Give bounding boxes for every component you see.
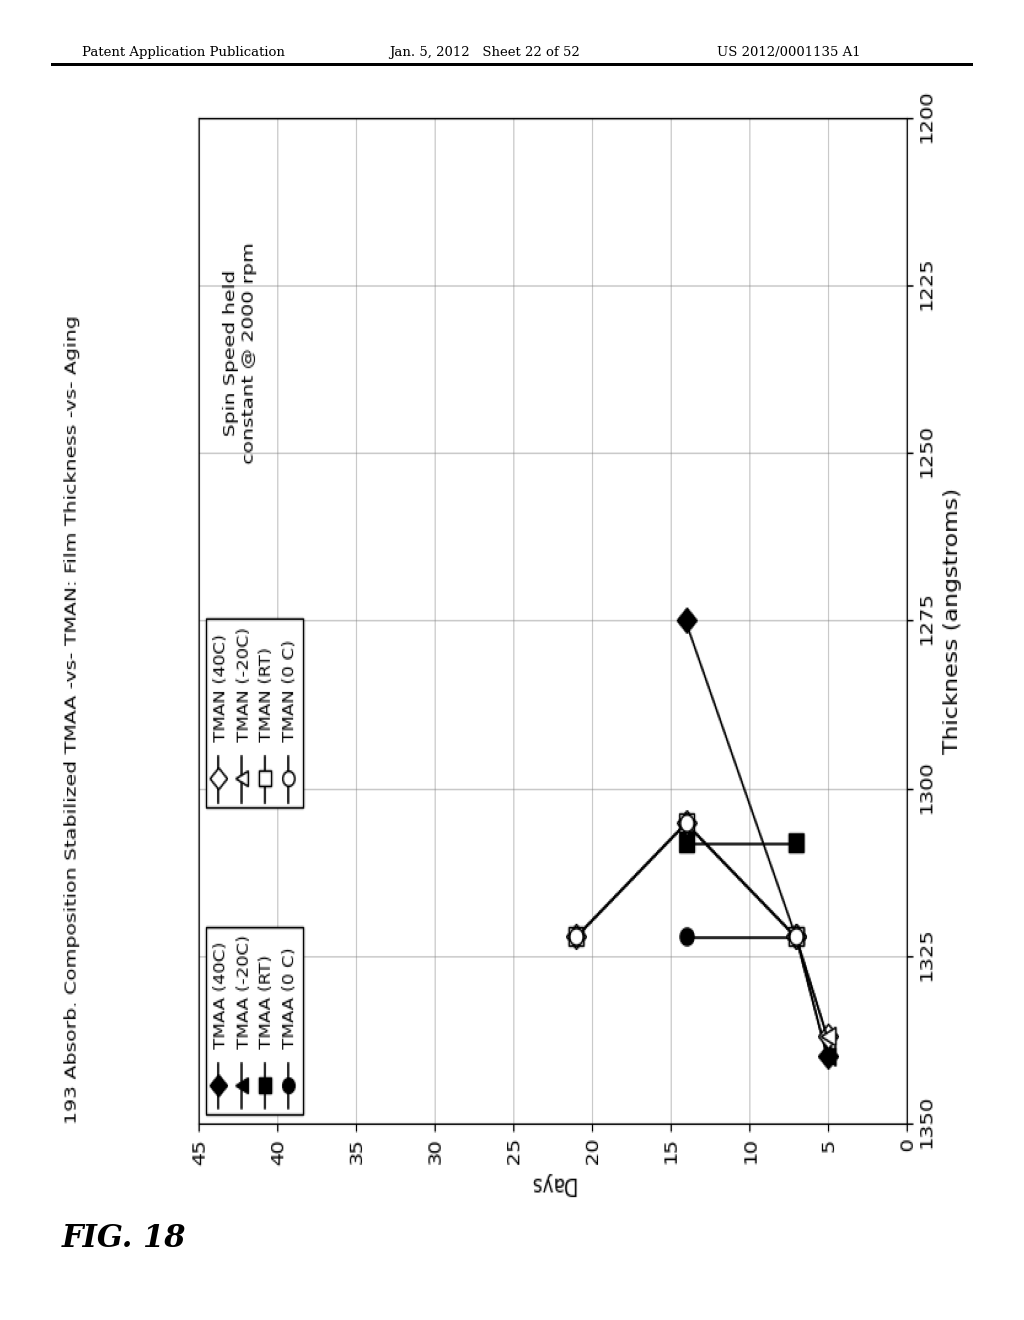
Text: Jan. 5, 2012   Sheet 22 of 52: Jan. 5, 2012 Sheet 22 of 52 <box>389 46 580 59</box>
Text: Patent Application Publication: Patent Application Publication <box>82 46 285 59</box>
Text: FIG. 18: FIG. 18 <box>61 1224 186 1254</box>
Text: US 2012/0001135 A1: US 2012/0001135 A1 <box>717 46 860 59</box>
